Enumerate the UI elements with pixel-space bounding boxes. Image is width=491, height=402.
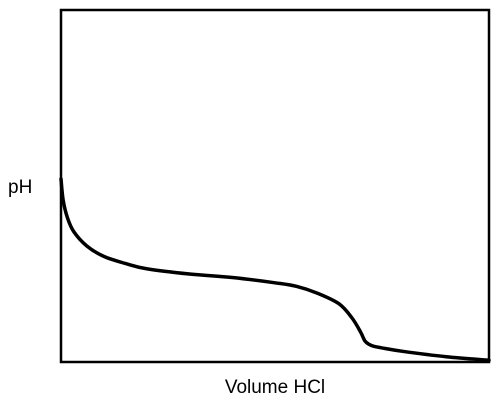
plot-frame: [59, 8, 491, 364]
titration-curve: [59, 177, 491, 362]
x-axis-label: Volume HCl: [225, 377, 325, 398]
y-axis-label: pH: [8, 177, 32, 198]
